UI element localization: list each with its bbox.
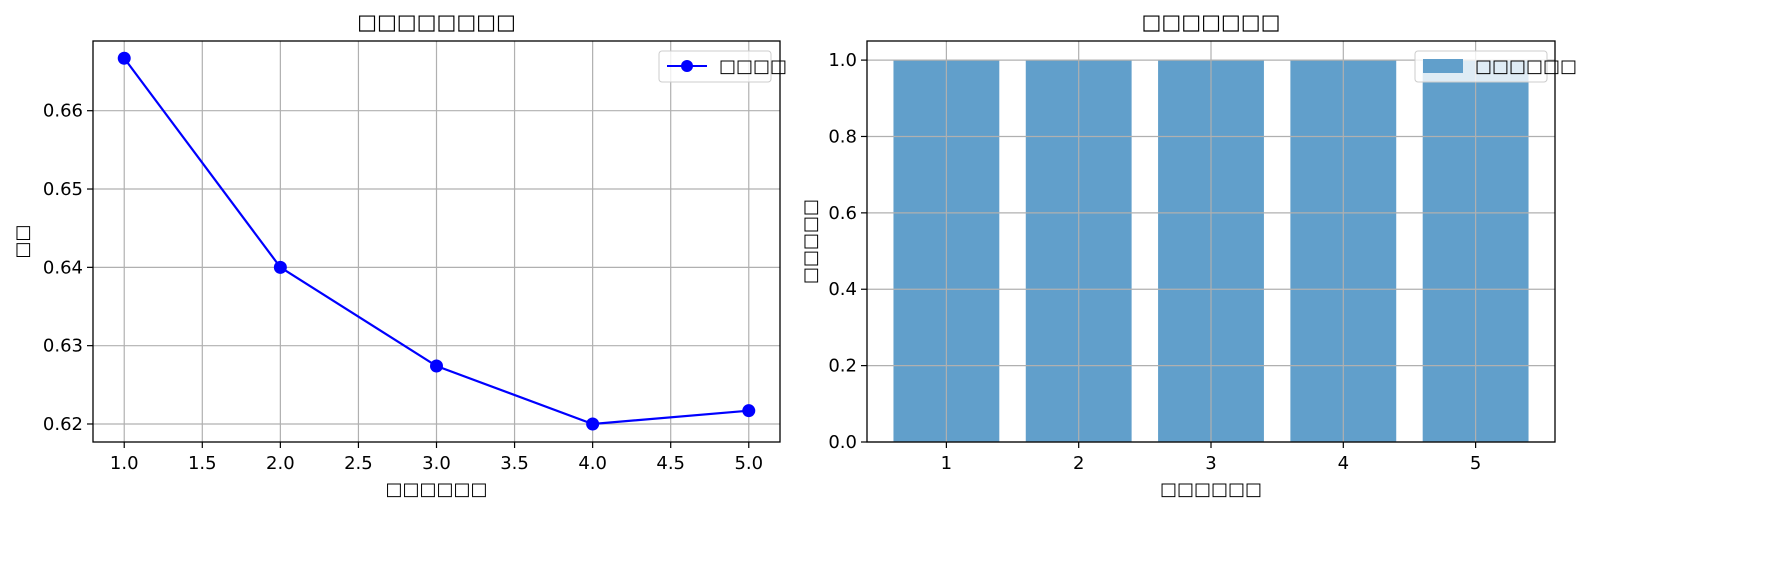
line-chart-legend: □□□□: [658, 50, 787, 83]
x-tick-label: 2.5: [344, 453, 373, 474]
bar-chart-y-axis-label: □□□□□: [800, 199, 821, 284]
x-tick-label: 2.0: [266, 453, 295, 474]
x-tick-label: 1.5: [188, 453, 217, 474]
line-chart-title: □□□□□□□□: [357, 10, 516, 34]
line-chart: 1.0 1.5 2.0 2.5 3.0 3.5 4.0 4.5 5.0 0.62 0.63 0.64…: [12, 10, 787, 500]
x-tick-label: 3.5: [500, 453, 529, 474]
line-chart-y-axis-label: □□: [12, 224, 33, 258]
x-tick-label: 5.0: [734, 453, 763, 474]
line-chart-x-ticks: 1.0 1.5 2.0 2.5 3.0 3.5 4.0 4.5 5.0: [110, 442, 763, 474]
x-tick-label: 5: [1470, 453, 1481, 474]
bar-chart-y-ticks: 0.0 0.2 0.4 0.6 0.8 1.0: [828, 50, 867, 453]
y-tick-label: 0.64: [43, 257, 83, 278]
x-tick-label: 3.0: [422, 453, 451, 474]
y-tick-label: 0.4: [828, 279, 857, 300]
line-chart-y-ticks: 0.62 0.63 0.64 0.65 0.66: [43, 101, 93, 435]
bar-chart-legend: □□□□□□: [1414, 50, 1577, 83]
y-tick-label: 0.62: [43, 414, 83, 435]
x-tick-label: 4.5: [656, 453, 685, 474]
y-tick-label: 0.66: [43, 101, 83, 122]
y-tick-label: 0.2: [828, 356, 857, 377]
x-tick-label: 2: [1073, 453, 1084, 474]
bar-chart-title: □□□□□□□: [1142, 10, 1281, 34]
x-tick-label: 4.0: [578, 453, 607, 474]
line-chart-legend-marker-swatch: [681, 60, 693, 72]
y-tick-label: 1.0: [828, 50, 857, 71]
x-tick-label: 4: [1338, 453, 1349, 474]
line-chart-legend-box: [658, 50, 772, 83]
line-chart-grid: [93, 41, 780, 442]
bar-chart-x-ticks: 1 2 3 4 5: [941, 442, 1481, 474]
y-tick-label: 0.65: [43, 179, 83, 200]
bar-chart-x-axis-label: □□□□□□: [1160, 479, 1262, 500]
data-point: [430, 359, 443, 373]
line-chart-series: [117, 51, 756, 431]
x-tick-label: 1.0: [110, 453, 139, 474]
y-tick-label: 0.63: [43, 336, 83, 357]
bar-chart-legend-box: [1414, 50, 1548, 83]
data-point: [742, 404, 756, 418]
y-tick-label: 0.8: [828, 126, 857, 147]
y-tick-label: 0.6: [828, 203, 857, 224]
data-point: [117, 51, 131, 65]
x-tick-label: 3: [1205, 453, 1216, 474]
line-chart-x-axis-label: □□□□□□: [385, 479, 487, 500]
bar-chart-legend-swatch: [1423, 59, 1463, 73]
data-point: [586, 417, 600, 431]
data-point: [273, 260, 287, 274]
x-tick-label: 1: [941, 453, 952, 474]
bar-chart-legend-label: □□□□□□: [1475, 56, 1577, 77]
line-chart-legend-label: □□□□: [719, 56, 787, 77]
y-tick-label: 0.0: [828, 432, 857, 453]
